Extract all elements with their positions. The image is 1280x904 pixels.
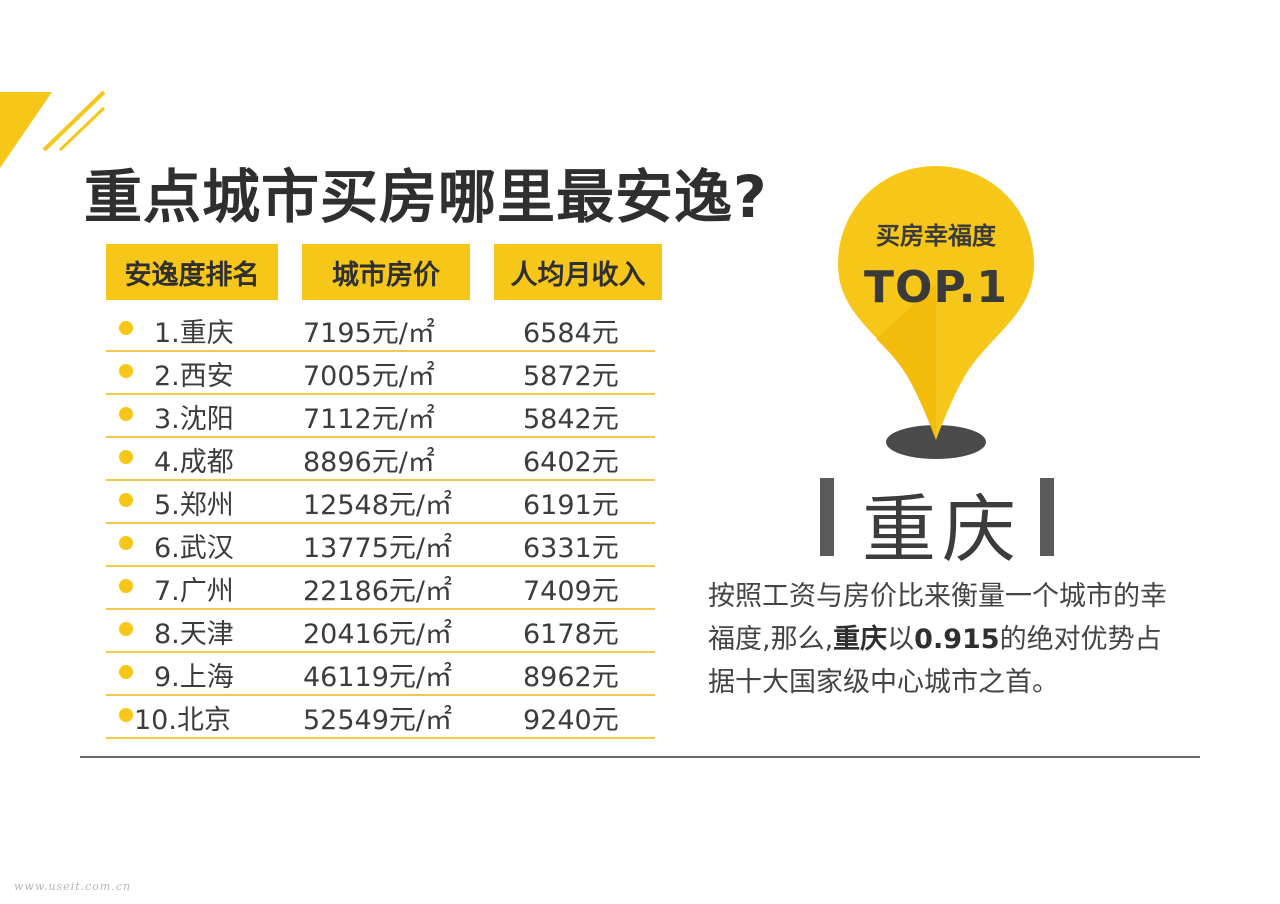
bullet-icon xyxy=(119,450,133,464)
watermark: www.useit.com.cn xyxy=(14,880,132,893)
header-price: 城市房价 xyxy=(302,244,470,300)
income-cell: 8962元 xyxy=(523,662,619,693)
price-cell: 52549元/㎡ xyxy=(303,705,452,736)
bullet-icon xyxy=(119,622,133,636)
pin-rank: TOP.1 xyxy=(864,262,1008,313)
header-rank: 安逸度排名 xyxy=(106,244,278,300)
description-highlight-city: 重庆 xyxy=(833,624,888,655)
price-cell: 7005元/㎡ xyxy=(303,361,435,392)
income-cell: 5872元 xyxy=(523,361,619,392)
city-cell: 9.上海 xyxy=(154,662,234,693)
description-text: 按照工资与房价比来衡量一个城市的幸福度,那么,重庆以0.915的绝对优势占据十大… xyxy=(708,575,1178,704)
right-bar-decoration xyxy=(1040,478,1054,556)
table-row: 5.郑州 12548元/㎡ 6191元 xyxy=(106,479,655,524)
page-title: 重点城市买房哪里最安逸? xyxy=(84,163,768,231)
map-pin-icon xyxy=(838,166,1034,459)
description-part3: 的绝对优势占据十大国家级中心城市之首。 xyxy=(708,624,1162,698)
income-cell: 6178元 xyxy=(523,619,619,650)
price-cell: 20416元/㎡ xyxy=(303,619,452,650)
bullet-icon xyxy=(119,407,133,421)
city-cell: 6.武汉 xyxy=(154,533,234,564)
city-cell: 1.重庆 xyxy=(154,318,234,349)
income-cell: 7409元 xyxy=(523,576,619,607)
table-row: 1.重庆 7195元/㎡ 6584元 xyxy=(106,307,655,352)
city-cell: 7.广州 xyxy=(154,576,234,607)
price-cell: 7112元/㎡ xyxy=(303,404,435,435)
price-cell: 7195元/㎡ xyxy=(303,318,435,349)
income-cell: 6584元 xyxy=(523,318,619,349)
income-cell: 9240元 xyxy=(523,705,619,736)
top-city-name: 重庆 xyxy=(862,487,1022,573)
table-row: 10.北京 52549元/㎡ 9240元 xyxy=(106,694,655,739)
price-cell: 46119元/㎡ xyxy=(303,662,452,693)
city-cell: 3.沈阳 xyxy=(154,404,234,435)
income-cell: 6191元 xyxy=(523,490,619,521)
table-row: 6.武汉 13775元/㎡ 6331元 xyxy=(106,522,655,567)
bullet-icon xyxy=(119,665,133,679)
city-cell: 2.西安 xyxy=(154,361,234,392)
city-cell: 5.郑州 xyxy=(154,490,234,521)
bullet-icon xyxy=(119,708,133,722)
income-cell: 6331元 xyxy=(523,533,619,564)
bullet-icon xyxy=(119,364,133,378)
bullet-icon xyxy=(119,579,133,593)
description-part2: 以 xyxy=(887,624,915,655)
price-cell: 22186元/㎡ xyxy=(303,576,452,607)
bullet-icon xyxy=(119,493,133,507)
table-row: 7.广州 22186元/㎡ 7409元 xyxy=(106,565,655,610)
description-highlight-value: 0.915 xyxy=(914,624,1000,655)
table-row: 3.沈阳 7112元/㎡ 5842元 xyxy=(106,393,655,438)
divider-line xyxy=(80,756,1200,758)
price-cell: 13775元/㎡ xyxy=(303,533,452,564)
price-cell: 8896元/㎡ xyxy=(303,447,435,478)
bullet-icon xyxy=(119,536,133,550)
city-cell: 4.成都 xyxy=(154,447,234,478)
header-income: 人均月收入 xyxy=(494,244,662,300)
description-part1: 按照工资与房价比来衡量一个城市的幸福度,那么, xyxy=(708,581,1167,655)
table-row: 8.天津 20416元/㎡ 6178元 xyxy=(106,608,655,653)
city-cell: 8.天津 xyxy=(154,619,234,650)
pin-subtitle: 买房幸福度 xyxy=(876,222,996,250)
corner-stripes-decoration xyxy=(0,90,106,168)
price-cell: 12548元/㎡ xyxy=(303,490,452,521)
left-bar-decoration xyxy=(820,478,834,556)
bullet-icon xyxy=(119,321,133,335)
income-cell: 6402元 xyxy=(523,447,619,478)
city-cell: 10.北京 xyxy=(134,705,231,736)
table-row: 4.成都 8896元/㎡ 6402元 xyxy=(106,436,655,481)
table-row: 2.西安 7005元/㎡ 5872元 xyxy=(106,350,655,395)
income-cell: 5842元 xyxy=(523,404,619,435)
table-row: 9.上海 46119元/㎡ 8962元 xyxy=(106,651,655,696)
